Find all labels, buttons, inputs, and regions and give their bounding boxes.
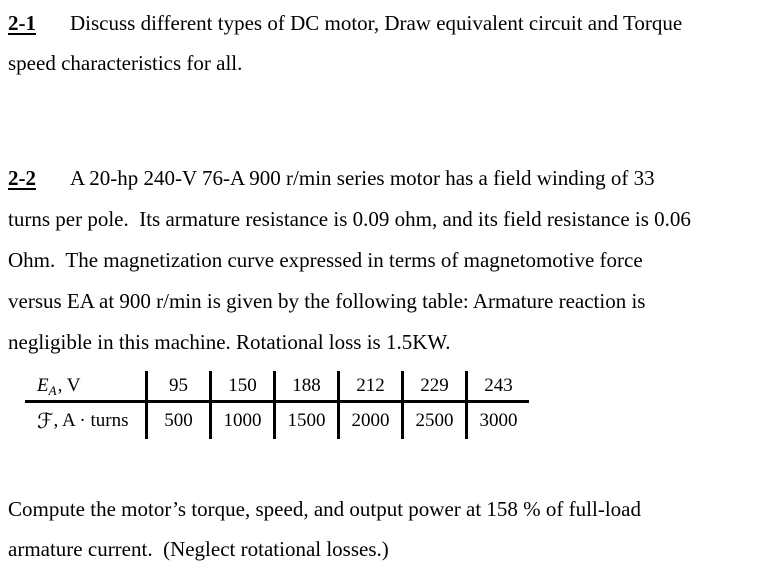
mmf-value: 1000 [209, 403, 273, 439]
problem-2-2-text: A 20-hp 240-V 76-A 900 r/min series moto… [70, 166, 655, 190]
problem-2-2-line-2: turns per pole. Its armature resistance … [8, 207, 691, 231]
problem-2-2-line-1: 2-2 A 20-hp 240-V 76-A 900 r/min series m… [8, 158, 767, 199]
problem-2-2-line-4: versus EA at 900 r/min is given by the f… [8, 289, 646, 313]
ea-subscript: A [48, 382, 57, 398]
problem-2-1-line-2: speed characteristics for all. [8, 51, 243, 75]
closing-line-1: Compute the motor’s torque, speed, and o… [8, 497, 641, 521]
mmf-value: 500 [145, 403, 209, 439]
ea-value: 188 [273, 371, 337, 400]
ea-symbol: E [37, 374, 49, 396]
problem-2-1-text: Discuss different types of DC motor, Dra… [70, 11, 683, 35]
ea-value: 243 [465, 371, 529, 400]
mmf-value: 1500 [273, 403, 337, 439]
ea-value: 95 [145, 371, 209, 400]
problem-2-2-line-5: negligible in this machine. Rotational l… [8, 330, 451, 354]
mmf-unit: , A · turns [53, 410, 129, 431]
ea-value: 212 [337, 371, 401, 400]
table-row-mmf-label: ℱ, A · turns [25, 403, 145, 439]
problem-2-1-line-1: 2-1 Discuss different types of DC motor, … [8, 3, 767, 43]
problem-2-1-number: 2-1 [8, 11, 36, 35]
problem-2-2-line-3: Ohm. The magnetization curve expressed i… [8, 248, 643, 272]
ea-unit: , V [57, 374, 81, 396]
problem-2-2-number: 2-2 [8, 166, 36, 190]
mmf-value: 2500 [401, 403, 465, 439]
problem-2-1: 2-1 Discuss different types of DC motor, … [8, 3, 767, 83]
ea-value: 229 [401, 371, 465, 400]
problem-2-2: 2-2 A 20-hp 240-V 76-A 900 r/min series m… [8, 158, 767, 363]
mmf-value: 2000 [337, 403, 401, 439]
closing-line-2: armature current. (Neglect rotational lo… [8, 537, 389, 561]
mmf-symbol: ℱ [37, 409, 54, 433]
document-body: 2-1 Discuss different types of DC motor, … [8, 3, 767, 569]
ea-value: 150 [209, 371, 273, 400]
mmf-value: 3000 [465, 403, 529, 439]
table-row-mmf: ℱ, A · turns 500 1000 1500 2000 2500 300… [25, 403, 529, 439]
closing-instruction: Compute the motor’s torque, speed, and o… [8, 489, 767, 569]
